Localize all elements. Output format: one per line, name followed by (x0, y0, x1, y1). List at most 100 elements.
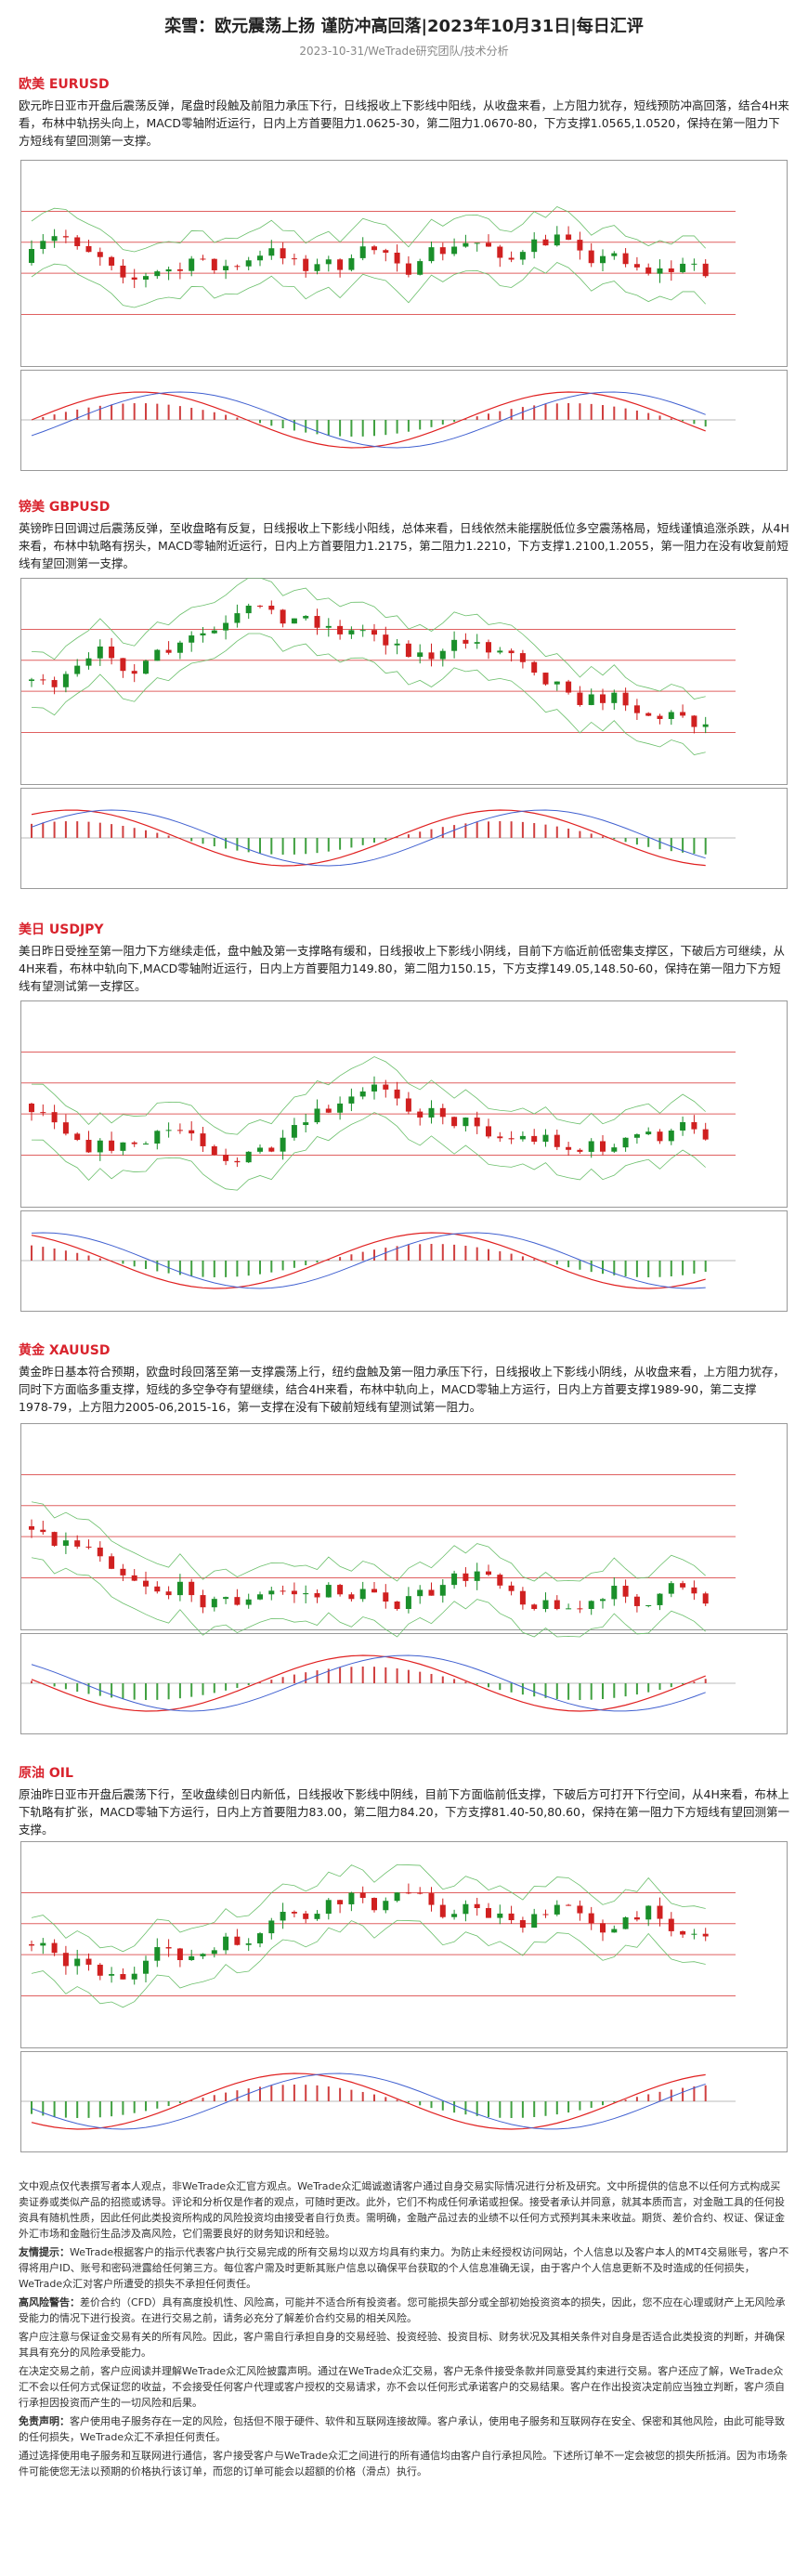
candle-body (588, 1601, 594, 1609)
candle-body (542, 1134, 549, 1143)
candle-body (566, 681, 572, 693)
candle-body (268, 1147, 275, 1152)
band-line (31, 1863, 706, 1953)
candle-body (223, 266, 229, 270)
candle-body (211, 1599, 217, 1608)
candle-body (577, 1149, 583, 1152)
candle-body (131, 277, 137, 280)
candle-body (29, 1526, 34, 1530)
candle-body (109, 1974, 115, 1976)
candle-body (383, 1901, 389, 1911)
candle-body (291, 1125, 297, 1138)
disclaimer-text: WeTrade根据客户的指示代表客户执行交易完成的所有交易均以双方均具有约束力。… (19, 2246, 789, 2290)
candle-body (51, 1112, 58, 1123)
signal-line (31, 2073, 706, 2130)
candle-body (337, 1585, 344, 1595)
candle-body (383, 250, 389, 254)
candle-body (486, 242, 491, 247)
candle-body (668, 268, 674, 272)
candle-body (405, 1098, 411, 1112)
candle-body (668, 1131, 674, 1142)
disclaimer-text: 客户使用电子服务存在一定的风险，包括但不限于硬件、软件和互联网连接故障。客户承认… (19, 2415, 785, 2443)
candle-body (51, 1532, 58, 1546)
candle-body (542, 1914, 549, 1916)
candle-body (245, 1151, 252, 1163)
disclaimer-label: 高风险警告： (19, 2296, 80, 2308)
candle-body (371, 1084, 377, 1092)
candle-body (143, 660, 149, 674)
candle-body (622, 1137, 629, 1148)
section-body: 美日昨日受挫至第一阻力下方继续走低，盘中触及第一支撑略有缓和，日线报收上下影线小… (19, 944, 786, 993)
candle-body (109, 1140, 115, 1151)
candle-body (611, 1147, 618, 1152)
candle-body (189, 1130, 195, 1134)
candle-body (542, 673, 549, 685)
candle-body (165, 649, 172, 653)
candle-body (531, 1604, 538, 1609)
candle-body (189, 1581, 195, 1596)
candle-body (97, 646, 103, 659)
candle-body (600, 1923, 606, 1933)
candle-body (280, 248, 286, 259)
candle-body (645, 1905, 652, 1920)
candle-body (200, 633, 206, 636)
candle-body (451, 1914, 458, 1917)
candle-body (519, 1919, 526, 1929)
candle-body (109, 1556, 115, 1569)
signal-line (31, 1654, 706, 1712)
candle-body (62, 236, 69, 238)
candle-body (566, 1608, 572, 1610)
candle-body (394, 1892, 400, 1902)
candle-body (463, 1903, 469, 1915)
candle-body (622, 1917, 629, 1929)
candle-body (189, 635, 195, 643)
candle-body (234, 1597, 241, 1605)
candle-body (62, 1540, 69, 1546)
candle-body (245, 260, 252, 267)
section-body: 黄金昨日基本符合预期，欧盘时段回落至第一支撑震荡上行，纽约盘触及第一阻力承压下行… (19, 1365, 786, 1414)
candle-body (497, 1136, 503, 1139)
candle-body (531, 661, 538, 673)
candle-body (428, 1107, 435, 1118)
candle-body (691, 263, 697, 265)
candle-body (394, 1089, 400, 1099)
candle-body (486, 1126, 491, 1137)
section-heading: 原油 OIL (19, 1766, 73, 1781)
disclaimer-paragraph: 免责声明：客户使用电子服务存在一定的风险，包括但不限于硬件、软件和互联网连接故障… (19, 2413, 789, 2445)
candle-body (497, 246, 503, 258)
disclaimer-text: 文中观点仅代表撰写者本人观点，非WeTrade众汇官方观点。WeTrade众汇竭… (19, 2180, 785, 2240)
candle-body (337, 1103, 344, 1113)
candle-body (508, 257, 515, 260)
candle-body (497, 1575, 503, 1586)
candle-body (280, 1912, 286, 1921)
candle-body (51, 680, 58, 687)
candle-body (325, 625, 332, 628)
candle-body (405, 1892, 411, 1894)
candle-body (428, 247, 435, 262)
section-heading: 美日 USDJPY (19, 922, 104, 937)
candle-body (657, 1593, 663, 1605)
candle-body (200, 1133, 206, 1146)
candle-body (428, 652, 435, 660)
candle-body (371, 1589, 377, 1593)
candle-body (600, 1141, 606, 1152)
candle-body (680, 1122, 686, 1131)
candle-body (189, 1955, 195, 1960)
candle-body (554, 1600, 560, 1609)
candle-body (131, 1142, 137, 1144)
signal-line (31, 391, 706, 449)
candle-body (85, 1958, 92, 1965)
band-line (31, 1056, 706, 1135)
candle-body (463, 1573, 469, 1581)
candle-body (234, 266, 241, 268)
candle-body (359, 1091, 366, 1097)
candle-body (189, 258, 195, 271)
disclaimer-text: 差价合约（CFD）具有高度投机性、风险高，可能并不适合所有投资者。您可能损失部分… (19, 2296, 786, 2324)
signal-line (31, 1232, 706, 1289)
candle-body (439, 247, 446, 255)
candle-body (223, 1936, 229, 1951)
candle-body (245, 1943, 252, 1945)
candle-body (383, 634, 389, 646)
candle-body (600, 255, 606, 264)
candle-body (234, 1160, 241, 1163)
